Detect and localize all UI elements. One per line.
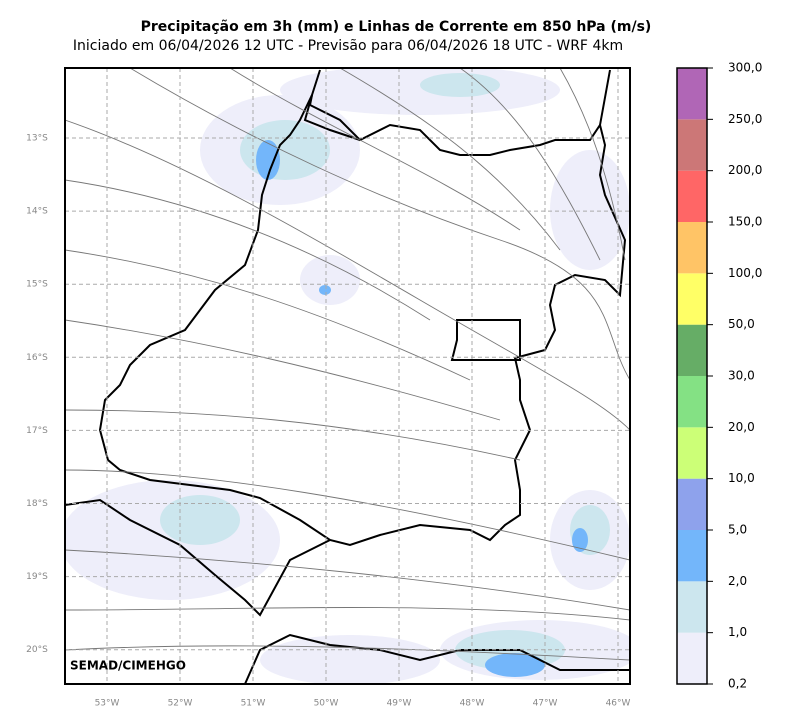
lat-label: 14°S <box>26 207 48 217</box>
colorbar-segment <box>677 324 707 376</box>
colorbar-label: 0,2 <box>728 677 747 691</box>
colorbar-label: 5,0 <box>728 523 747 537</box>
colorbar-segment <box>677 68 707 120</box>
colorbar-segment <box>677 376 707 428</box>
colorbar-label: 100,0 <box>728 266 762 280</box>
colorbar-segment <box>677 119 707 171</box>
map-frame <box>64 67 631 685</box>
lon-label: 50°W <box>314 699 339 709</box>
colorbar-label: 250,0 <box>728 112 762 126</box>
lat-label: 20°S <box>26 645 48 655</box>
lon-label: 53°W <box>95 699 120 709</box>
state-borders <box>65 69 630 684</box>
colorbar-label: 1,0 <box>728 625 747 639</box>
colorbar-label: 300,0 <box>728 61 762 75</box>
graticule <box>65 68 630 684</box>
subtitle: Iniciado em 06/04/2026 12 UTC - Previsão… <box>73 38 623 54</box>
colorbar-label: 10,0 <box>728 471 755 485</box>
lon-label: 52°W <box>168 699 193 709</box>
map-area <box>65 68 630 684</box>
lat-label: 18°S <box>26 499 48 509</box>
credit: SEMAD/CIMEHGO <box>70 659 186 673</box>
colorbar-segment <box>677 170 707 222</box>
lat-label: 19°S <box>26 572 48 582</box>
precip-2 <box>256 140 588 677</box>
lon-label: 48°W <box>460 699 485 709</box>
streamlines <box>65 68 630 661</box>
colorbar-label: 200,0 <box>728 163 762 177</box>
colorbar-segment <box>677 530 707 582</box>
colorbar-label: 2,0 <box>728 574 747 588</box>
colorbar-label: 150,0 <box>728 215 762 229</box>
colorbar: 0,2 1,0 2,0 5,0 10,0 20,0 30,0 50,0 100,0 150,0 20… <box>676 61 762 691</box>
lon-label: 51°W <box>241 699 266 709</box>
colorbar-segment <box>677 273 707 325</box>
lat-label: 17°S <box>26 426 48 436</box>
lat-label: 13°S <box>26 134 48 144</box>
colorbar-segment <box>677 222 707 274</box>
lon-label: 47°W <box>533 699 558 709</box>
colorbar-segment <box>677 427 707 479</box>
colorbar-segment <box>677 478 707 530</box>
lat-label: 15°S <box>26 280 48 290</box>
colorbar-label: 50,0 <box>728 317 755 331</box>
title: Precipitação em 3h (mm) e Linhas de Corr… <box>141 19 652 35</box>
lat-label: 16°S <box>26 353 48 363</box>
colorbar-segment <box>677 581 707 633</box>
colorbar-label: 30,0 <box>728 369 755 383</box>
colorbar-label: 20,0 <box>728 420 755 434</box>
lon-label: 49°W <box>387 699 412 709</box>
lon-label: 46°W <box>606 699 631 709</box>
colorbar-segment <box>677 632 707 684</box>
